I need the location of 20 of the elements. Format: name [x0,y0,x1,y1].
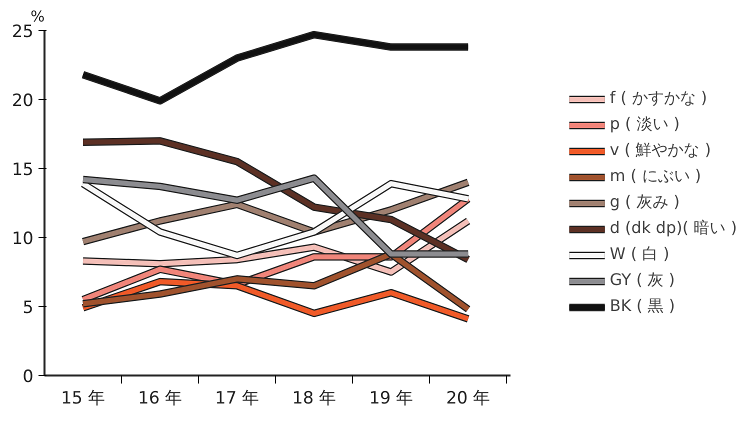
x-tick-label: 17 年 [215,388,260,408]
legend-label: d (dk dp)( 暗い ) [610,218,737,239]
legend-label: f ( かすかな ) [610,88,708,109]
legend-label: W ( 白 ) [610,244,670,265]
legend-label: v ( 鮮やかな ) [610,140,712,161]
legend-label: GY ( 灰 ) [610,270,675,291]
y-tick-label: 10 [12,229,34,249]
y-tick-label: 0 [22,367,34,387]
y-tick-label: 20 [12,91,34,111]
x-tick-label: 15 年 [60,388,106,408]
x-tick-label: 20 年 [446,388,490,408]
y-tick-label: 5 [22,298,34,318]
x-tick-label: 16 年 [138,388,182,408]
legend-label: p ( 淡い ) [610,114,680,135]
y-tick-label: 15 [12,160,34,180]
legend-label: g ( 灰み ) [610,192,680,213]
x-tick-label: 19 年 [369,388,414,408]
legend-label: m ( にぶい ) [610,166,702,187]
legend-label: BK ( 黒 ) [610,296,676,317]
x-tick-label: 18 年 [292,388,336,408]
